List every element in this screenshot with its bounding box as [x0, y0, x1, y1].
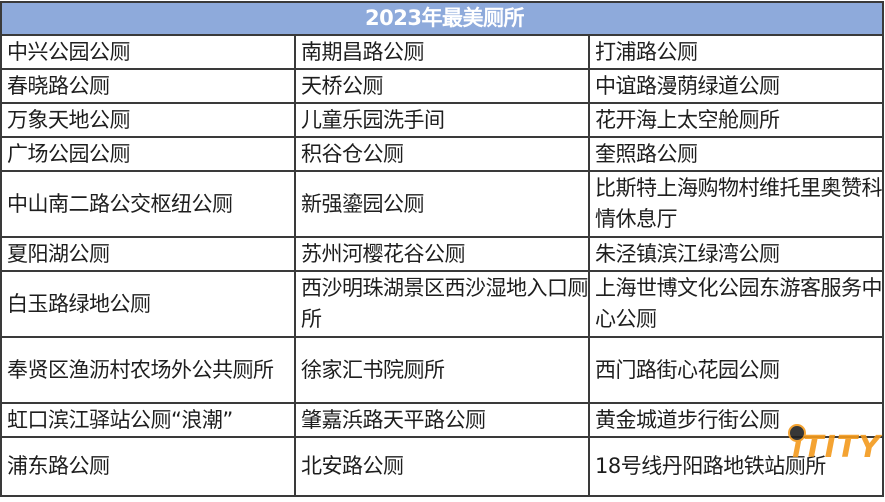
table-cell: 白玉路绿地公厕: [0, 270, 296, 338]
table-cell: 中山南二路公交枢纽公厕: [0, 170, 296, 238]
table-cell: 徐家汇书院厕所: [294, 336, 590, 404]
table-row: 万象天地公厕 儿童乐园洗手间 花开海上太空舱厕所: [0, 102, 884, 138]
watermark-logo: iTITY: [787, 424, 881, 465]
table-cell: 打浦路公厕: [588, 34, 884, 70]
table-row: 中兴公园公厕 南期昌路公厕 打浦路公厕: [0, 34, 884, 70]
table-cell: 18号线丹阳路地铁站厕所: [588, 436, 884, 497]
table-cell: 浦东路公厕: [0, 436, 296, 497]
table-cell: 广场公园公厕: [0, 136, 296, 172]
table-cell: 奎照路公厕: [588, 136, 884, 172]
table-cell: 上海世博文化公园东游客服务中心公厕: [588, 270, 884, 338]
table-cell: 黄金城道步行街公厕: [588, 402, 884, 438]
table-cell: 北安路公厕: [294, 436, 590, 497]
table-cell: 比斯特上海购物村维托里奥赞科情休息厅: [588, 170, 884, 238]
table-cell: 肇嘉浜路天平路公厕: [294, 402, 590, 438]
camera-lens-icon: [787, 424, 806, 442]
table-cell: 天桥公厕: [294, 68, 590, 104]
table-row: 白玉路绿地公厕 西沙明珠湖景区西沙湿地入口厕所 上海世博文化公园东游客服务中心公厕: [0, 270, 884, 338]
table-cell: 西沙明珠湖景区西沙湿地入口厕所: [294, 270, 590, 338]
table-row: 春晓路公厕 天桥公厕 中谊路漫荫绿道公厕: [0, 68, 884, 104]
table-cell: 奉贤区渔沥村农场外公共厕所: [0, 336, 296, 404]
table-cell: 虹口滨江驿站公厕“浪潮”: [0, 402, 296, 438]
table-cell: 南期昌路公厕: [294, 34, 590, 70]
table-row: 虹口滨江驿站公厕“浪潮” 肇嘉浜路天平路公厕 黄金城道步行街公厕: [0, 402, 884, 438]
table-cell: 儿童乐园洗手间: [294, 102, 590, 138]
table-row: 夏阳湖公厕 苏州河樱花谷公厕 朱泾镇滨江绿湾公厕: [0, 236, 884, 272]
table-row: 奉贤区渔沥村农场外公共厕所 徐家汇书院厕所 西门路街心花园公厕: [0, 336, 884, 404]
table-title: 2023年最美厕所: [0, 1, 884, 36]
table-row: 广场公园公厕 积谷仓公厕 奎照路公厕: [0, 136, 884, 172]
table-cell: 万象天地公厕: [0, 102, 296, 138]
table-row: 浦东路公厕 北安路公厕 18号线丹阳路地铁站厕所: [0, 436, 884, 497]
table-row: 中山南二路公交枢纽公厕 新强鎏园公厕 比斯特上海购物村维托里奥赞科情休息厅: [0, 170, 884, 238]
table-cell: 新强鎏园公厕: [294, 170, 590, 238]
table-cell: 朱泾镇滨江绿湾公厕: [588, 236, 884, 272]
table-cell: 苏州河樱花谷公厕: [294, 236, 590, 272]
table-cell: 积谷仓公厕: [294, 136, 590, 172]
table-cell: 中兴公园公厕: [0, 34, 296, 70]
table-cell: 西门路街心花园公厕: [588, 336, 884, 404]
table-cell: 夏阳湖公厕: [0, 236, 296, 272]
table-cell: 花开海上太空舱厕所: [588, 102, 884, 138]
table-cell: 中谊路漫荫绿道公厕: [588, 68, 884, 104]
table-cell: 春晓路公厕: [0, 68, 296, 104]
